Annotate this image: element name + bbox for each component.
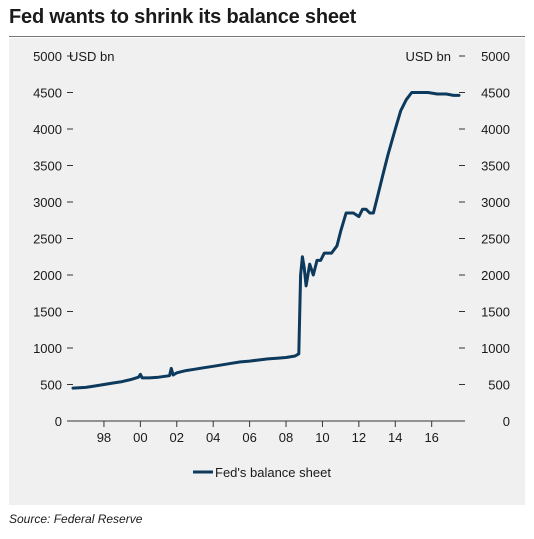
y-axis-unit-left: USD bn <box>69 49 115 64</box>
y-tick-label-left: 500 <box>40 378 62 393</box>
y-tick-label-right: 3500 <box>481 159 510 174</box>
y-axis-left: 0 500 1000 1500 2000 2500 3000 3500 4000 4500 5000 <box>33 49 73 429</box>
legend-label: Fed's balance sheet <box>215 465 331 480</box>
series-line-balance-sheet <box>71 91 461 390</box>
y-tick-label-right: 3000 <box>481 195 510 210</box>
y-tick-label-left: 2500 <box>33 232 62 247</box>
x-tick-label: 08 <box>279 430 293 445</box>
y-axis-right: 0 500 1000 1500 2000 2500 3000 3500 4000 4500 5000 <box>459 49 510 429</box>
y-tick-label-right: 2500 <box>481 232 510 247</box>
x-tick-label: 14 <box>388 430 402 445</box>
chart-title: Fed wants to shrink its balance sheet <box>9 6 357 28</box>
y-tick-label-left: 4000 <box>33 122 62 137</box>
x-tick-label: 10 <box>315 430 329 445</box>
y-tick-label-right: 500 <box>488 378 510 393</box>
title-divider <box>9 36 525 37</box>
series-group <box>71 91 461 390</box>
y-tick-label-right: 0 <box>503 414 510 429</box>
y-tick-label-right: 1000 <box>481 341 510 356</box>
y-axis-unit-right: USD bn <box>405 49 451 64</box>
x-tick-label: 00 <box>133 430 147 445</box>
x-axis: 98 00 02 04 06 08 10 12 14 16 <box>73 420 459 445</box>
y-tick-label-left: 1500 <box>33 305 62 320</box>
x-tick-label: 98 <box>97 430 111 445</box>
y-tick-label-right: 1500 <box>481 305 510 320</box>
x-tick-label: 04 <box>206 430 220 445</box>
y-tick-label-left: 5000 <box>33 49 62 64</box>
y-tick-label-left: 3000 <box>33 195 62 210</box>
y-tick-label-right: 4000 <box>481 122 510 137</box>
y-tick-label-right: 2000 <box>481 268 510 283</box>
y-tick-label-right: 5000 <box>481 49 510 64</box>
legend: Fed's balance sheet <box>193 465 331 480</box>
x-tick-label: 16 <box>424 430 438 445</box>
x-tick-label: 06 <box>242 430 256 445</box>
balance-sheet-chart: 0500100015002000250030003500400045005000… <box>33 49 510 480</box>
chart-panel: 0 500 1000 1500 2000 2500 3000 3500 4000 4500 5000… <box>9 38 525 505</box>
x-tick-label: 12 <box>352 430 366 445</box>
y-tick-label-left: 2000 <box>33 268 62 283</box>
y-tick-label-left: 4500 <box>33 86 62 101</box>
y-tick-label-left: 1000 <box>33 341 62 356</box>
y-tick-label-right: 4500 <box>481 86 510 101</box>
source-note: Source: Federal Reserve <box>9 512 143 526</box>
y-tick-label-left: 0 <box>55 414 62 429</box>
y-tick-label-left: 3500 <box>33 159 62 174</box>
x-tick-label: 02 <box>170 430 184 445</box>
